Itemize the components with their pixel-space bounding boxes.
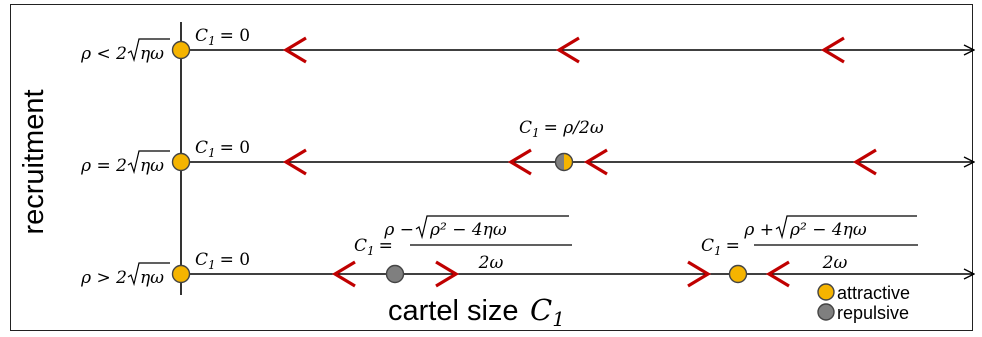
svg-text:C1= 0: C1 = 0 bbox=[195, 26, 250, 48]
svg-text:C1= ρ/2ω: C1 = ρ/2ω bbox=[519, 118, 604, 140]
legend-repulsive-label: repulsive bbox=[837, 303, 909, 323]
regime-3-condition-rad: ηω bbox=[140, 268, 164, 288]
flow-arrow-right bbox=[687, 260, 712, 288]
sqrt-sign bbox=[127, 262, 170, 287]
half-stable-fixed-point bbox=[554, 152, 574, 172]
regime-2-condition-lhs: ρ = 2 bbox=[80, 156, 127, 176]
sqrt-sign bbox=[127, 150, 170, 175]
repulsive-point-formula: C1 = ρ − ρ² − 4ηω 2ω bbox=[354, 215, 572, 273]
legend-repulsive-swatch bbox=[817, 303, 835, 321]
flow-arrow-left bbox=[555, 36, 580, 64]
legend-attractive-label: attractive bbox=[837, 283, 910, 303]
svg-text:cartel size: cartel size bbox=[388, 295, 519, 327]
x-axis-label: cartel size C1 bbox=[388, 293, 565, 331]
attractive-point-formula: C1 = ρ + ρ² − 4ηω 2ω bbox=[701, 215, 918, 273]
half-stable-label: C1 = ρ/2ω bbox=[519, 118, 604, 140]
attractive-fixed-point-origin-2 bbox=[171, 152, 191, 172]
svg-text:2ω: 2ω bbox=[478, 253, 504, 273]
origin-label-1: C1 = 0 bbox=[195, 26, 250, 48]
svg-text:C1= 0: C1 = 0 bbox=[195, 138, 250, 160]
flow-arrow-right bbox=[435, 260, 460, 288]
flow-arrow-left bbox=[852, 148, 877, 176]
regime-3-condition: ρ > 2 ηω bbox=[80, 262, 170, 288]
svg-text:ρ +: ρ + bbox=[743, 220, 774, 240]
flow-arrow-left bbox=[282, 36, 307, 64]
attractive-fixed-point bbox=[728, 264, 748, 284]
svg-text:2ω: 2ω bbox=[822, 253, 848, 273]
flow-arrow-left bbox=[331, 260, 356, 288]
flow-arrow-left bbox=[765, 260, 790, 288]
svg-text:ρ −: ρ − bbox=[383, 220, 414, 240]
sqrt-sign bbox=[127, 38, 170, 63]
svg-text:C1= 0: C1 = 0 bbox=[195, 250, 250, 272]
regime-2-condition: ρ = 2 ηω bbox=[80, 150, 170, 176]
flow-arrows bbox=[282, 36, 877, 288]
repulsive-fixed-point bbox=[385, 264, 405, 284]
regime-1-condition: ρ < 2 ηω bbox=[80, 38, 170, 64]
legend: attractive repulsive bbox=[817, 283, 910, 323]
regime-2-condition-rad: ηω bbox=[140, 156, 164, 176]
flow-arrow-left bbox=[282, 148, 307, 176]
flow-arrow-left bbox=[507, 148, 532, 176]
origin-label-2: C1 = 0 bbox=[195, 138, 250, 160]
regime-3-condition-lhs: ρ > 2 bbox=[80, 268, 127, 288]
flow-arrow-left bbox=[820, 36, 845, 64]
svg-text:C1: C1 bbox=[530, 293, 565, 331]
legend-attractive-swatch bbox=[817, 283, 835, 301]
svg-text:ρ² − 4ηω: ρ² − 4ηω bbox=[429, 220, 507, 240]
sqrt-sign bbox=[775, 215, 917, 240]
svg-text:ρ² − 4ηω: ρ² − 4ηω bbox=[789, 220, 867, 240]
sqrt-sign bbox=[415, 215, 569, 240]
attractive-fixed-point-origin-3 bbox=[171, 264, 191, 284]
flow-arrow-left bbox=[583, 148, 608, 176]
origin-label-3: C1 = 0 bbox=[195, 250, 250, 272]
attractive-fixed-point-origin-1 bbox=[171, 40, 191, 60]
y-axis-label: recruitment bbox=[18, 89, 50, 234]
svg-text:C1=: C1 = bbox=[354, 236, 393, 258]
regime-1-condition-rad: ηω bbox=[140, 44, 164, 64]
regime-1-condition-lhs: ρ < 2 bbox=[80, 44, 127, 64]
svg-text:C1=: C1 = bbox=[701, 236, 740, 258]
